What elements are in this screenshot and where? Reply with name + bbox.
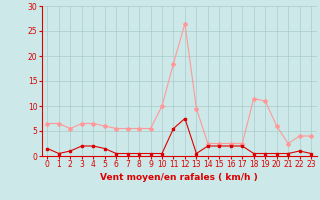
X-axis label: Vent moyen/en rafales ( km/h ): Vent moyen/en rafales ( km/h ) (100, 173, 258, 182)
